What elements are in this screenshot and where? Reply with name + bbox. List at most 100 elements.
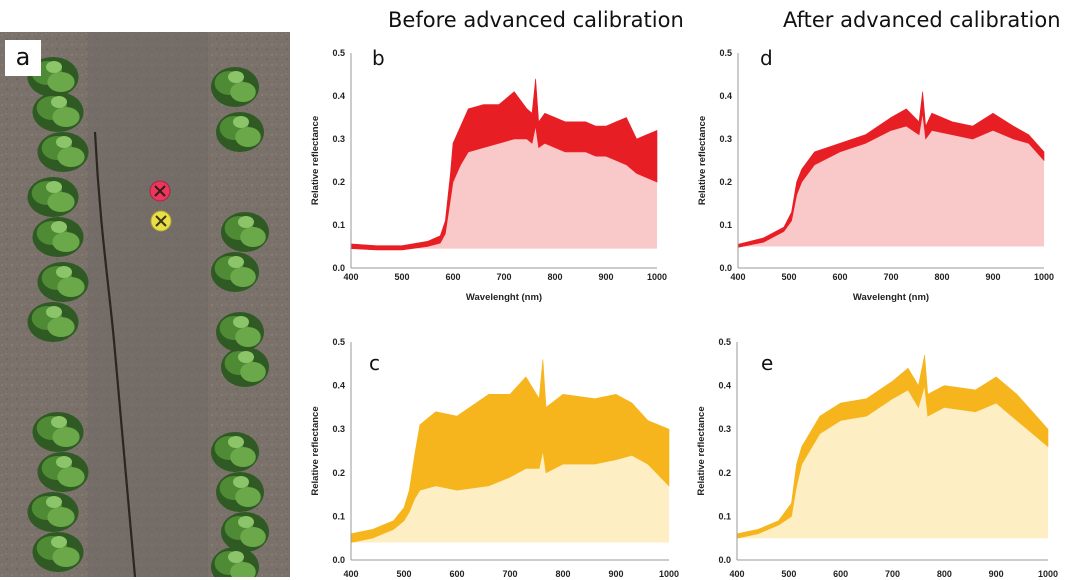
y-tick-label: 0.1 — [332, 511, 345, 521]
spectrum-base-fill — [737, 385, 1048, 539]
crop-plant — [27, 302, 79, 342]
crop-plant — [37, 452, 89, 492]
y-tick-label: 0.1 — [719, 220, 732, 230]
x-tick-label: 600 — [832, 272, 847, 282]
y-tick-label: 0.0 — [332, 555, 345, 565]
crop-plant — [37, 262, 89, 302]
title-before-calibration: Before advanced calibration — [388, 8, 684, 32]
x-tick-label: 1000 — [659, 569, 679, 579]
crop-row-right — [211, 67, 269, 577]
bare-soil-path — [88, 32, 208, 577]
panel-e-label: e — [761, 351, 773, 375]
crop-plant — [211, 67, 259, 107]
spectrum-band — [736, 355, 1049, 539]
y-tick-label: 0.0 — [719, 263, 732, 273]
crop-plant — [216, 472, 264, 512]
crop-plant — [32, 92, 84, 132]
y-tick-label: 0.2 — [719, 177, 732, 187]
spectrum-base-fill — [351, 126, 657, 250]
y-tick-label: 0.1 — [718, 511, 731, 521]
x-tick-label: 500 — [781, 569, 796, 579]
y-tick-label: 0.0 — [718, 555, 731, 565]
y-axis-label: Relative reflectance — [310, 406, 321, 495]
crop-plant — [32, 532, 84, 572]
crop-plant — [211, 432, 259, 472]
title-after-calibration: After advanced calibration — [783, 8, 1061, 32]
crop-plant — [216, 312, 264, 352]
x-tick-label: 1000 — [1034, 272, 1054, 282]
crop-plant — [221, 347, 269, 387]
y-tick-label: 0.4 — [332, 381, 345, 391]
y-tick-label: 0.1 — [332, 220, 345, 230]
chart-panel-d: 0.0 0.1 0.2 0.3 0.4 0.5 400 500 600 700 800 900 1000… — [697, 46, 1054, 303]
panel-a-label: a — [5, 40, 41, 76]
y-tick-label: 0.3 — [719, 134, 732, 144]
x-tick-label: 900 — [985, 272, 1000, 282]
x-tick-label: 500 — [394, 272, 409, 282]
y-tick-label: 0.5 — [718, 337, 731, 347]
x-tick-label: 700 — [883, 272, 898, 282]
x-tick-label: 800 — [547, 272, 562, 282]
irrigation-hose — [93, 131, 137, 577]
y-tick-label: 0.0 — [332, 263, 345, 273]
crop-plant — [211, 252, 259, 292]
x-tick-label: 700 — [496, 272, 511, 282]
y-tick-label: 0.2 — [332, 468, 345, 478]
y-axis-label: Relative reflectance — [697, 116, 708, 205]
x-tick-label: 600 — [445, 272, 460, 282]
spectrum-base-fill — [351, 451, 669, 543]
y-tick-label: 0.2 — [332, 177, 345, 187]
x-tick-label: 600 — [833, 569, 848, 579]
y-axis-label: Relative reflectance — [696, 406, 707, 495]
crop-plant — [32, 412, 84, 452]
spectrum-base-fill — [738, 113, 1044, 248]
y-tick-label: 0.4 — [332, 91, 345, 101]
spectrum-band — [350, 359, 670, 543]
x-tick-label: 400 — [343, 569, 358, 579]
crop-plant — [211, 547, 259, 577]
y-tick-label: 0.3 — [332, 134, 345, 144]
crop-plant — [221, 512, 269, 552]
panel-d-label: d — [760, 46, 773, 70]
x-tick-label: 900 — [608, 569, 623, 579]
yellow-calibration-target — [150, 210, 172, 232]
x-tick-label: 400 — [343, 272, 358, 282]
chart-panel-e: 0.0 0.1 0.2 0.3 0.4 0.5 400 500 600 700 800 900 1000… — [696, 337, 1058, 579]
x-tick-label: 800 — [934, 272, 949, 282]
crop-plant — [37, 132, 89, 172]
crop-plant — [216, 112, 264, 152]
x-tick-label: 700 — [502, 569, 517, 579]
chart-panel-c: 0.0 0.1 0.2 0.3 0.4 0.5 400 500 600 700 800 900 1000… — [310, 337, 679, 579]
panel-c-label: c — [369, 351, 380, 375]
field-aerial-photo — [0, 32, 290, 577]
y-axis-label: Relative reflectance — [310, 116, 321, 205]
y-tick-label: 0.2 — [718, 468, 731, 478]
crop-row-left — [27, 57, 89, 572]
x-tick-label: 900 — [989, 569, 1004, 579]
y-tick-label: 0.4 — [718, 381, 731, 391]
y-tick-label: 0.3 — [332, 424, 345, 434]
crop-plant — [27, 492, 79, 532]
red-calibration-target — [149, 180, 171, 202]
x-axis-label: Wavelenght (nm) — [466, 292, 542, 303]
crop-plant — [221, 212, 269, 252]
x-tick-label: 400 — [729, 569, 744, 579]
y-tick-label: 0.4 — [719, 91, 732, 101]
y-tick-label: 0.5 — [332, 48, 345, 58]
crop-plant — [32, 217, 84, 257]
spectrum-band — [737, 91, 1045, 248]
x-tick-label: 500 — [396, 569, 411, 579]
crop-plant — [27, 177, 79, 217]
x-tick-label: 1000 — [647, 272, 667, 282]
x-axis-label: Wavelenght (nm) — [853, 292, 929, 303]
x-tick-label: 700 — [885, 569, 900, 579]
panel-b-label: b — [372, 46, 385, 70]
x-tick-label: 600 — [449, 569, 464, 579]
x-tick-label: 400 — [730, 272, 745, 282]
x-tick-label: 900 — [598, 272, 613, 282]
x-tick-label: 1000 — [1038, 569, 1058, 579]
y-tick-label: 0.3 — [718, 424, 731, 434]
x-tick-label: 500 — [781, 272, 796, 282]
y-tick-label: 0.5 — [332, 337, 345, 347]
y-tick-label: 0.5 — [719, 48, 732, 58]
